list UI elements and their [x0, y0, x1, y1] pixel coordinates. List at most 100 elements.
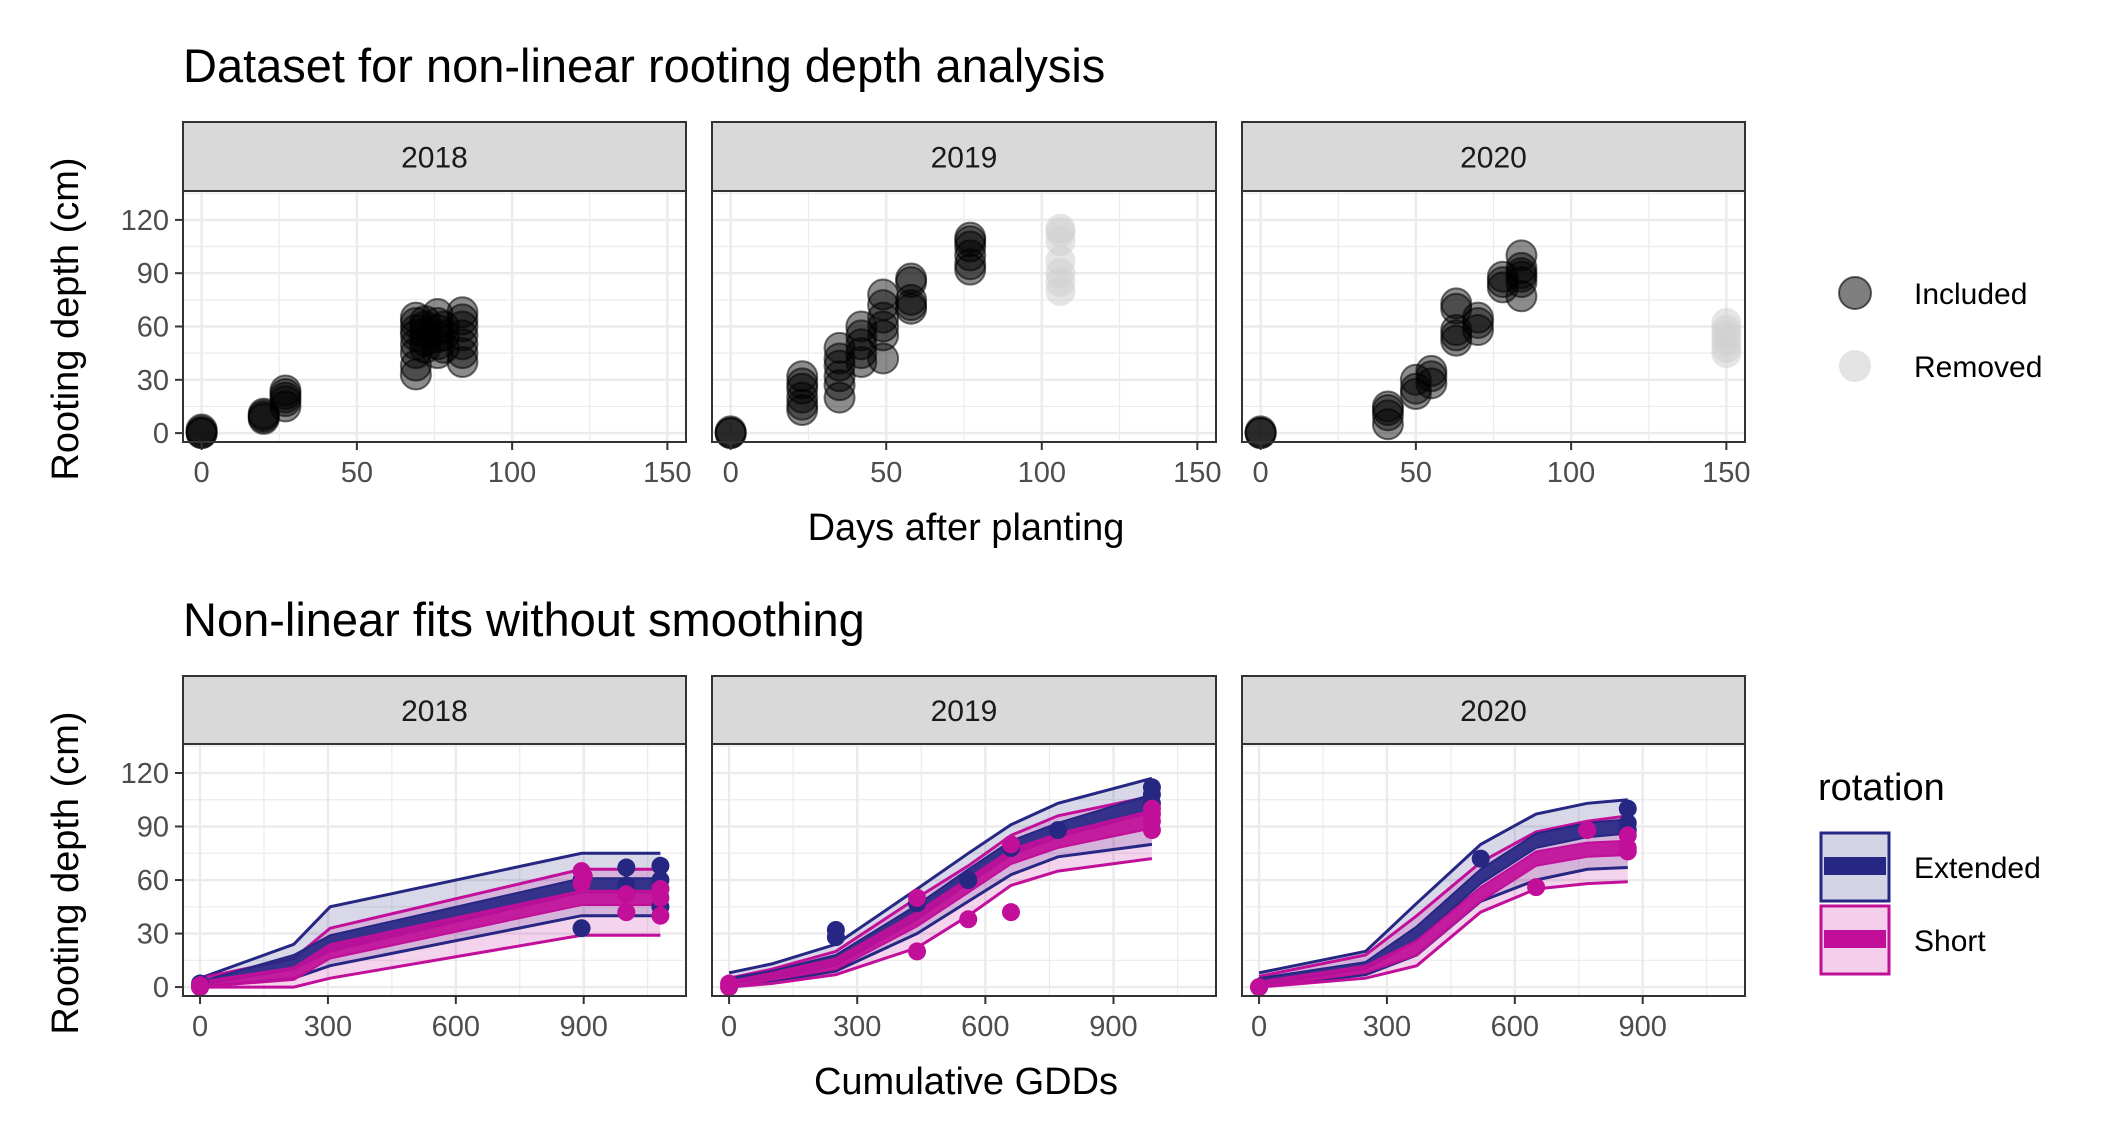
facet-strip: [182, 675, 687, 745]
bottom-x-axis-title: Cumulative GDDs: [814, 1061, 1118, 1103]
point-included: [954, 248, 987, 281]
legend-key-short-bar: [1824, 930, 1886, 948]
point-extended: [959, 871, 978, 890]
x-tick-label: 50: [1400, 457, 1432, 489]
x-tick-label: 300: [833, 1011, 881, 1043]
facet-panel-2020: 2020 0 50 100 150: [1241, 121, 1751, 489]
point-short: [617, 885, 636, 904]
legend-label-included: Included: [1914, 278, 2027, 311]
y-tick-label: 60: [137, 311, 169, 343]
y-tick-label: 60: [137, 865, 169, 897]
point-included: [1415, 354, 1448, 387]
point-short: [651, 906, 670, 925]
point-short: [1250, 978, 1269, 997]
legend-key-short: [1819, 904, 1891, 976]
bottom-chart-title: Non-linear fits without smoothing: [183, 593, 865, 646]
upper-bound-short: [728, 794, 1153, 980]
point-extended: [1471, 849, 1490, 868]
panel-border: [182, 743, 687, 997]
point-included: [1461, 314, 1494, 347]
point-extended: [826, 928, 845, 947]
y-tick-label: 30: [137, 919, 169, 951]
x-tick-label: 0: [723, 457, 739, 489]
x-tick-label: 100: [488, 457, 536, 489]
facet-strip-label: 2019: [931, 695, 998, 728]
x-tick-label: 0: [1253, 457, 1269, 489]
y-tick-label: 120: [121, 205, 169, 237]
panel-border: [711, 743, 1217, 997]
point-short: [1618, 842, 1637, 861]
y-tick-label: 90: [137, 258, 169, 290]
y-tick-label: 0: [153, 418, 169, 450]
point-extended: [617, 858, 636, 877]
point-short: [1001, 903, 1020, 922]
x-tick-label: 0: [192, 1011, 208, 1043]
point-included: [446, 303, 479, 336]
y-tick-label: 30: [137, 365, 169, 397]
point-included: [895, 262, 928, 295]
point-included: [1415, 367, 1448, 400]
legend-key-extended: [1819, 831, 1891, 903]
bottom-y-axis-title: Rooting depth (cm): [45, 711, 87, 1034]
x-tick-label: 150: [1173, 457, 1221, 489]
point-short: [908, 942, 927, 961]
x-tick-label: 600: [1491, 1011, 1539, 1043]
point-short: [191, 976, 210, 995]
legend-key-removed: [1839, 350, 1871, 382]
point-included: [1371, 390, 1404, 423]
point-included: [446, 296, 479, 329]
x-tick-label: 600: [432, 1011, 480, 1043]
point-included: [269, 374, 302, 407]
point-included: [786, 367, 819, 400]
facet-strip-label: 2018: [401, 142, 468, 175]
legend-label-removed: Removed: [1914, 351, 2042, 384]
point-removed: [1045, 213, 1076, 244]
x-tick-label: 150: [1702, 457, 1750, 489]
facet-panel-2020: 2020 0 300 600 900: [1241, 675, 1746, 1043]
legend-title-rotation: rotation: [1818, 767, 1945, 809]
x-tick-label: 300: [1363, 1011, 1411, 1043]
point-short: [1527, 878, 1546, 897]
point-short: [720, 974, 739, 993]
point-extended: [1618, 799, 1637, 818]
facet-strip-label: 2018: [401, 695, 468, 728]
legend-key-extended-bar: [1824, 857, 1886, 875]
x-tick-label: 300: [304, 1011, 352, 1043]
x-tick-label: 50: [870, 457, 902, 489]
point-included: [786, 360, 819, 393]
legend-label-extended: Extended: [1914, 852, 2041, 885]
point-included: [954, 221, 987, 254]
x-tick-label: 50: [341, 457, 373, 489]
lower-bound-short: [728, 857, 1153, 989]
x-tick-label: 150: [643, 457, 691, 489]
x-tick-label: 900: [1089, 1011, 1137, 1043]
point-extended: [651, 856, 670, 875]
point-extended: [1048, 821, 1067, 840]
point-removed: [1711, 307, 1742, 338]
upper-bound-extended: [728, 776, 1153, 975]
point-included: [446, 346, 479, 379]
bottom-chart-legend: rotation Extended Short: [1818, 767, 2041, 976]
facet-strip: [711, 675, 1217, 745]
facet-strip: [711, 121, 1217, 192]
x-tick-label: 0: [721, 1011, 737, 1043]
point-included: [867, 278, 900, 311]
top-y-axis-title: Rooting depth (cm): [45, 157, 87, 480]
x-tick-label: 900: [1618, 1011, 1666, 1043]
point-short: [1142, 799, 1161, 818]
upper-bound-extended: [199, 851, 661, 980]
y-tick-label: 90: [137, 812, 169, 844]
point-included: [269, 381, 302, 414]
lower-bound-short: [200, 933, 661, 989]
point-short: [1618, 826, 1637, 845]
lower-bound-short: [1258, 880, 1628, 989]
facet-panel-2019: 2019 0 50 100 150: [711, 121, 1222, 489]
point-short: [1578, 821, 1597, 840]
y-tick-label: 0: [153, 972, 169, 1004]
facet-strip-label: 2019: [931, 142, 998, 175]
x-tick-label: 600: [961, 1011, 1009, 1043]
point-included: [446, 328, 479, 361]
